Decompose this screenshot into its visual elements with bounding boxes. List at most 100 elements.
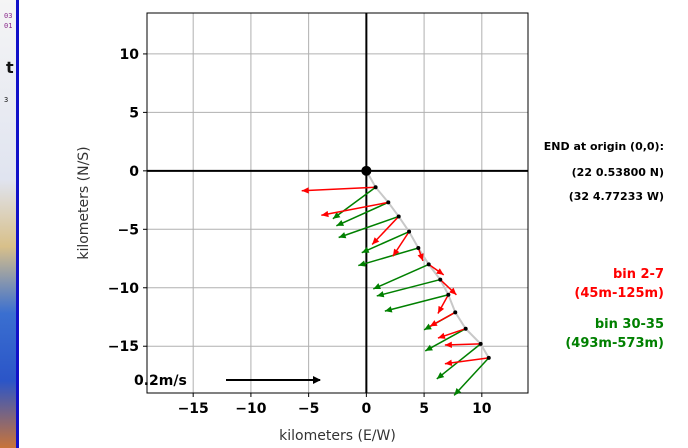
red-vector-head [444, 341, 452, 349]
y-axis-label: kilometers (N/S) [76, 146, 92, 259]
green-vector [332, 186, 377, 220]
track-point [446, 292, 451, 297]
y-tick-label: 5 [129, 105, 139, 121]
red-vector [439, 279, 457, 296]
green-vector [336, 201, 389, 227]
green-vector [384, 294, 449, 313]
series-bin-2-7 [301, 186, 489, 367]
legend-red-range: (45m-125m) [574, 286, 664, 301]
green-vector-head [384, 306, 393, 313]
annotation-lon: (32 4.77233 W) [569, 190, 664, 203]
y-tick-label: −5 [118, 222, 139, 238]
plot-frame [146, 12, 529, 394]
side-fragment-3: t [6, 58, 14, 77]
red-vector-head [321, 210, 329, 218]
red-vector-head [429, 320, 438, 327]
red-vector [428, 263, 445, 276]
green-vector [453, 357, 490, 396]
tick-labels: −15 −10 −5 0 5 10 −15 −10 −5 0 5 10 [108, 47, 492, 417]
green-vector [372, 263, 430, 290]
track-point [478, 341, 483, 346]
green-vector-head [373, 283, 381, 290]
track-point [486, 355, 491, 360]
green-vector-shaft [332, 186, 377, 220]
track-point [426, 262, 431, 267]
red-vector [371, 215, 400, 246]
y-tick-label: −10 [108, 281, 139, 297]
green-vector-shaft [358, 247, 419, 267]
green-vector-head [358, 260, 366, 267]
side-fragment-1: 03 [4, 12, 13, 20]
red-vector-head [437, 332, 446, 339]
green-vector [424, 328, 467, 352]
green-vector-head [425, 344, 433, 351]
side-panel-strip: 03 01 t 3 [0, 0, 19, 448]
green-vector-head [424, 323, 432, 330]
annotation-end-origin: END at origin (0,0): [544, 140, 664, 153]
red-vector [321, 201, 389, 218]
track-point [373, 185, 378, 190]
track-point [438, 277, 443, 282]
track-point [386, 200, 391, 205]
green-vector-head [336, 220, 345, 226]
side-fragment-4: 3 [4, 96, 9, 104]
red-vector-head [301, 187, 309, 194]
green-vector-shaft [361, 230, 410, 254]
annotation-lat: (22 0.53800 N) [572, 166, 664, 179]
green-vector [358, 247, 419, 267]
green-vector [361, 230, 410, 254]
green-vector-shaft [384, 294, 449, 312]
green-vector-shaft [372, 263, 430, 290]
x-tick-label: 0 [361, 401, 371, 417]
green-vector-shaft [336, 201, 389, 227]
zero-axes [147, 13, 528, 393]
green-vector-head [454, 388, 462, 396]
x-tick-label: −10 [235, 401, 266, 417]
green-vector-head [436, 372, 445, 379]
x-tick-label: 5 [419, 401, 429, 417]
track-points [373, 185, 491, 360]
green-vector [376, 278, 441, 298]
green-vector-shaft [376, 278, 441, 297]
green-vector-head [361, 246, 370, 253]
track-point [463, 326, 468, 331]
red-vector-head [436, 268, 444, 275]
origin-marker [361, 165, 372, 176]
track-point [416, 246, 421, 251]
green-vector [338, 215, 399, 239]
red-vector [444, 357, 489, 367]
x-tick-label: −5 [298, 401, 319, 417]
scale-label: 0.2m/s [134, 373, 187, 389]
red-vector [444, 341, 481, 349]
x-tick-label: −15 [178, 401, 209, 417]
red-vector-head [444, 359, 453, 367]
red-vector [301, 186, 376, 194]
y-tick-label: 10 [120, 47, 140, 63]
side-fragment-2: 01 [4, 22, 13, 30]
y-tick-label: 0 [129, 164, 139, 180]
green-vector-shaft [453, 357, 490, 396]
green-vector-head [376, 291, 385, 298]
track-point [453, 310, 458, 315]
green-vector-shaft [424, 328, 467, 352]
track-point [407, 229, 412, 234]
red-vector-shaft [444, 357, 489, 365]
x-tick-label: 10 [472, 401, 492, 417]
red-vector-head [417, 253, 424, 261]
red-vector [417, 247, 424, 262]
x-axis-label: kilometers (E/W) [279, 428, 396, 444]
red-vector [437, 294, 449, 314]
legend-red-label: bin 2-7 [613, 267, 664, 282]
grid-lines [147, 13, 528, 393]
green-vector-head [332, 212, 341, 219]
legend-green-label: bin 30-35 [595, 317, 664, 332]
red-vector [429, 311, 456, 328]
green-vector-head [338, 232, 347, 239]
red-vector-head [449, 287, 457, 295]
green-vector-shaft [338, 215, 399, 239]
legend-green-range: (493m-573m) [565, 336, 664, 351]
red-vector [437, 327, 466, 339]
red-vector-head [392, 248, 400, 257]
y-tick-label: −15 [108, 339, 139, 355]
